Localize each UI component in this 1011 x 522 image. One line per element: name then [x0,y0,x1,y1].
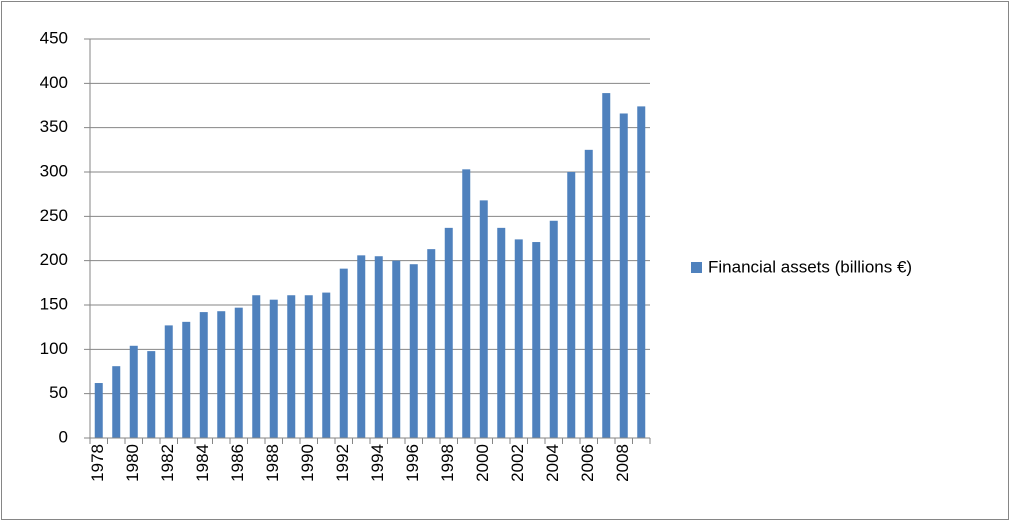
bar [217,311,226,438]
bar [392,260,401,438]
x-tick-label: 1986 [228,444,247,482]
bar [374,256,383,438]
x-tick-label: 1980 [123,444,142,482]
x-tick-label: 1996 [403,444,422,482]
x-tick-label: 1982 [158,444,177,482]
y-tick-label: 100 [40,339,68,358]
bar [287,295,296,438]
bar [339,268,348,438]
y-tick-label: 0 [59,427,68,446]
bar [182,321,191,438]
bar [164,325,173,438]
bar [462,169,471,438]
bar [514,239,523,438]
bar [619,113,628,438]
y-tick-label: 150 [40,294,68,313]
bar [497,227,506,438]
bar [147,351,156,438]
y-tick-label: 400 [40,73,68,92]
y-tick-label: 350 [40,117,68,136]
bar [129,345,138,438]
bar [584,149,593,439]
x-tick-label: 1984 [193,444,212,482]
bar [252,295,261,438]
bar [409,264,418,438]
y-tick-label: 300 [40,161,68,180]
x-tick-label: 2004 [543,444,562,482]
bar [304,295,313,438]
y-tick-label: 450 [40,28,68,47]
x-tick-label: 2006 [578,444,597,482]
x-tick-label: 1990 [298,444,317,482]
bar [269,299,278,438]
legend-label: Financial assets (billions €) [708,257,912,276]
bar [602,93,611,438]
x-tick-label: 1992 [333,444,352,482]
bar [637,106,646,439]
bar [357,255,366,438]
bar [567,172,576,438]
y-tick-label: 50 [49,383,68,402]
bar [479,200,488,438]
bar [427,249,436,438]
x-tick-label: 1988 [263,444,282,482]
legend-swatch [691,262,702,273]
x-tick-label: 1998 [438,444,457,482]
x-tick-label: 2008 [613,444,632,482]
x-tick-label: 2000 [473,444,492,482]
bar [549,220,558,438]
x-tick-label: 2002 [508,444,527,482]
bar [234,307,243,438]
y-tick-label: 200 [40,250,68,269]
x-tick-label: 1978 [88,444,107,482]
bar [444,227,453,438]
bar [199,312,208,438]
bar [112,366,121,438]
x-tick-label: 1994 [368,444,387,482]
bar [532,242,541,438]
bar [94,383,103,438]
y-tick-label: 250 [40,206,68,225]
bar [322,292,331,438]
